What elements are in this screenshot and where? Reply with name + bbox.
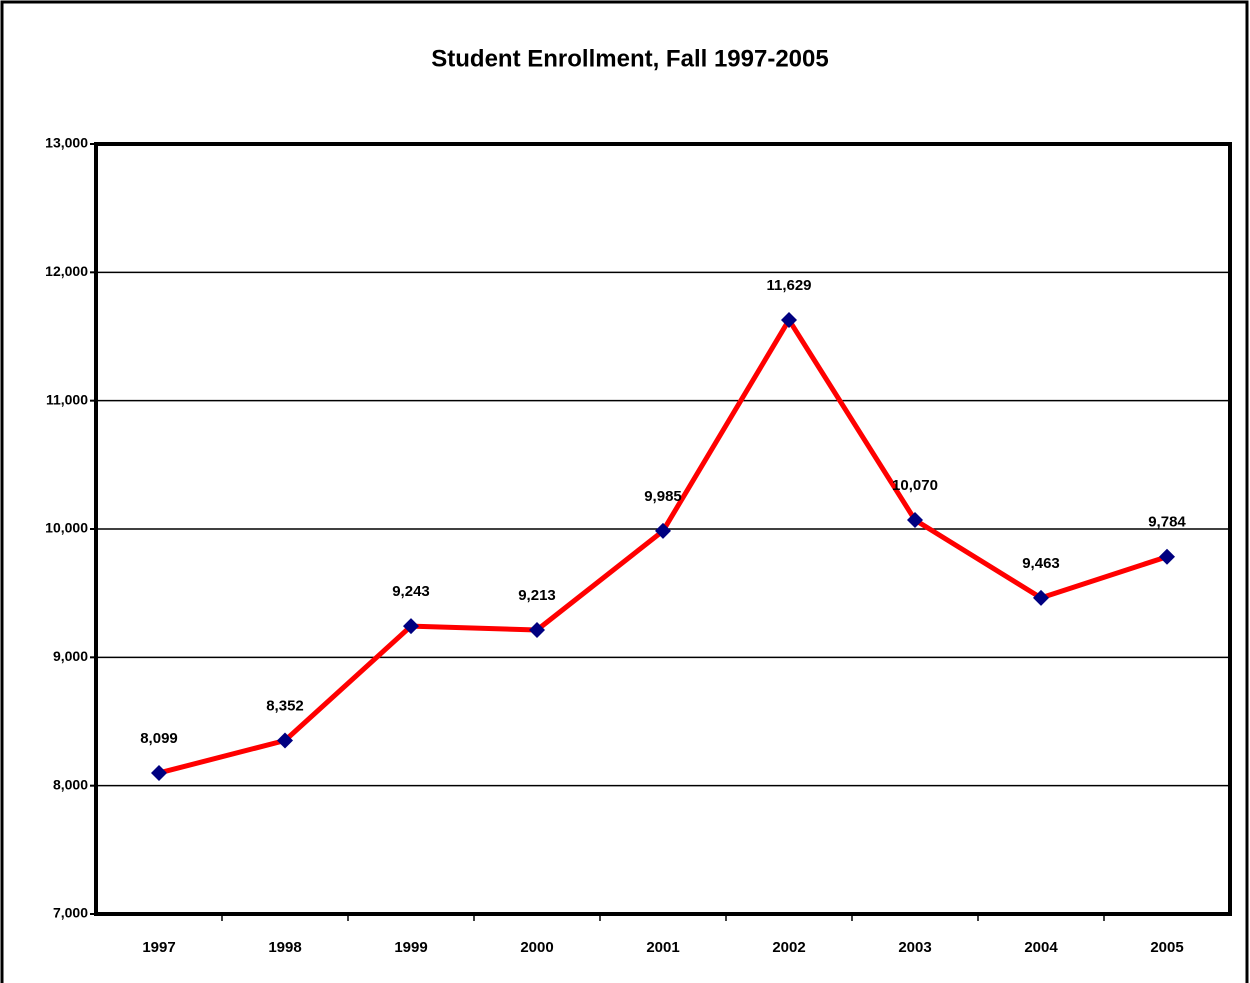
data-label: 9,463 — [1022, 555, 1060, 572]
data-label: 8,352 — [266, 697, 304, 714]
marker — [781, 311, 797, 328]
data-label: 10,070 — [892, 477, 938, 494]
x-tick-label: 1997 — [142, 939, 175, 956]
x-tick-label: 1998 — [268, 939, 301, 956]
x-tick-label: 2005 — [1150, 939, 1183, 956]
marker — [907, 512, 923, 529]
y-tick-label: 12,000 — [45, 263, 88, 279]
x-tick-label: 2002 — [772, 939, 805, 956]
y-tick-label: 11,000 — [46, 391, 88, 407]
marker — [1159, 548, 1175, 565]
marker — [1033, 589, 1049, 606]
y-tick-label: 8,000 — [53, 776, 88, 792]
chart-title: Student Enrollment, Fall 1997-2005 — [431, 45, 828, 72]
plot: 8,099 8,352 9,243 9,213 9,985 11,629 10,070 9,4… — [140, 277, 1186, 781]
marker — [151, 764, 167, 781]
y-tick-label: 10,000 — [45, 520, 88, 536]
x-tick-label: 2000 — [520, 939, 553, 956]
data-label: 9,243 — [392, 583, 430, 600]
data-label: 8,099 — [140, 730, 178, 747]
data-label: 9,985 — [644, 488, 682, 505]
data-label: 9,213 — [518, 587, 556, 604]
marker — [403, 618, 419, 635]
y-tick-label: 13,000 — [45, 135, 88, 151]
marker — [529, 621, 545, 638]
x-tick-label: 2001 — [646, 939, 679, 956]
plot-border — [94, 142, 1232, 916]
y-tick-label: 7,000 — [53, 905, 88, 921]
data-label: 9,784 — [1148, 514, 1186, 531]
data-label: 11,629 — [766, 277, 811, 294]
marker — [277, 732, 293, 749]
marker — [655, 522, 671, 539]
x-tick-label: 1999 — [394, 939, 427, 956]
x-tick-label: 2003 — [898, 939, 931, 956]
y-tick-label: 9,000 — [53, 648, 88, 664]
x-tick-label: 2004 — [1024, 939, 1058, 956]
